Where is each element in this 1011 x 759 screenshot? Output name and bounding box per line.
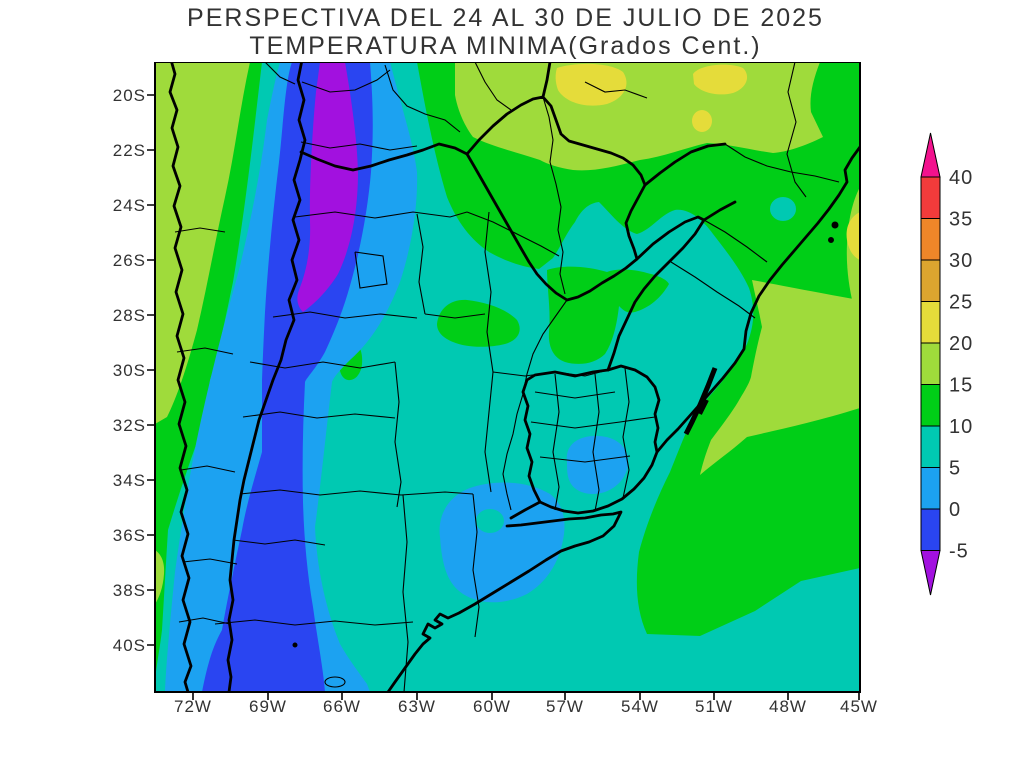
axis-ticks <box>147 94 860 700</box>
colorbar-label: 10 <box>949 416 973 438</box>
colorbar-label: 0 <box>949 499 961 521</box>
uruguay-border <box>521 364 661 515</box>
brazil-north-border <box>541 62 552 99</box>
lat-label: 38S <box>112 581 146 600</box>
temperature-colorbar: 40 35 30 25 20 15 10 5 0 -5 <box>920 132 973 596</box>
brazil-paraguay-border <box>643 142 727 187</box>
lon-label: 51W <box>695 697 733 716</box>
lon-label: 48W <box>769 697 807 716</box>
argentina-coastline <box>386 510 623 692</box>
lon-label: 54W <box>621 697 659 716</box>
colorbar-arrow-top <box>920 132 941 178</box>
colorbar-segment <box>920 301 941 344</box>
rio-de-la-plata-north-shore <box>509 500 542 520</box>
lat-label: 36S <box>112 526 146 545</box>
colorbar-label: 35 <box>949 209 973 231</box>
map-title: PERSPECTIVA DEL 24 AL 30 DE JULIO DE 202… <box>187 4 824 32</box>
colorbar-labels: 40 35 30 25 20 15 10 5 0 -5 <box>949 167 973 563</box>
lat-label: 34S <box>112 471 146 490</box>
colorbar-arrow-bottom <box>920 550 941 596</box>
paraguay-border <box>465 95 647 302</box>
colorbar-segment <box>920 467 941 510</box>
lat-label: 32S <box>112 416 146 435</box>
colorbar-segment <box>920 384 941 427</box>
chile-coastline <box>168 62 193 692</box>
bolivia-border <box>299 142 469 172</box>
band-azure-uruguay <box>566 435 629 494</box>
band-teal-spot-coast <box>770 197 796 221</box>
lon-label: 45W <box>840 697 878 716</box>
lat-label: 22S <box>112 141 146 160</box>
band-green-island-corrientes <box>547 266 669 364</box>
colorbar-label: 5 <box>949 458 961 480</box>
lat-label: 30S <box>112 361 146 380</box>
map-frame <box>154 62 861 693</box>
map-subtitle: TEMPERATURA MINIMA(Grados Cent.) <box>249 32 762 60</box>
lat-label: 20S <box>112 86 146 105</box>
band-green-island-santiago <box>437 299 520 347</box>
colorbar-label: 30 <box>949 250 973 272</box>
colorbar-label: 40 <box>949 167 973 189</box>
lat-label: 28S <box>112 306 146 325</box>
lon-label: 57W <box>546 697 584 716</box>
band-azure-buenosaires <box>439 482 565 603</box>
andes-border <box>226 62 307 692</box>
temperature-contour-map <box>147 62 861 700</box>
province-borders <box>174 62 840 692</box>
lon-label: 63W <box>398 697 436 716</box>
colorbar-segment <box>920 259 941 302</box>
lat-label: 24S <box>112 196 146 215</box>
contour-fill-layers <box>155 62 860 692</box>
band-purple <box>297 62 358 312</box>
colorbar-segment <box>920 218 941 261</box>
colorbar-segment <box>920 508 941 551</box>
coastal-lagoon-and-islands <box>292 221 839 648</box>
band-yellowgreen-southwest-sliver <box>155 550 165 604</box>
band-yellow-patch-3 <box>692 110 712 132</box>
band-yellowgreen-atlantic <box>700 280 860 475</box>
colorbar-label: 20 <box>949 333 973 355</box>
lon-label: 66W <box>323 697 361 716</box>
lon-label: 60W <box>473 697 511 716</box>
colorbar-segment <box>920 176 941 219</box>
colorbar-segments <box>920 176 941 551</box>
colorbar-segment <box>920 342 941 385</box>
lat-label: 40S <box>112 636 146 655</box>
lat-label: 26S <box>112 251 146 270</box>
colorbar-segment <box>920 425 941 468</box>
iguazu-border <box>702 200 737 222</box>
colorbar-label: -5 <box>949 541 969 563</box>
misiones-border <box>606 215 706 372</box>
band-yellow-patch-2 <box>693 64 748 95</box>
band-yellow-patch-east-edge <box>846 212 860 260</box>
colorbar-label: 15 <box>949 375 973 397</box>
colorbar-label: 25 <box>949 292 973 314</box>
band-teal-spot-in-ba <box>476 509 504 533</box>
lon-label: 72W <box>174 697 212 716</box>
lon-label: 69W <box>249 697 287 716</box>
country-borders <box>168 62 860 692</box>
